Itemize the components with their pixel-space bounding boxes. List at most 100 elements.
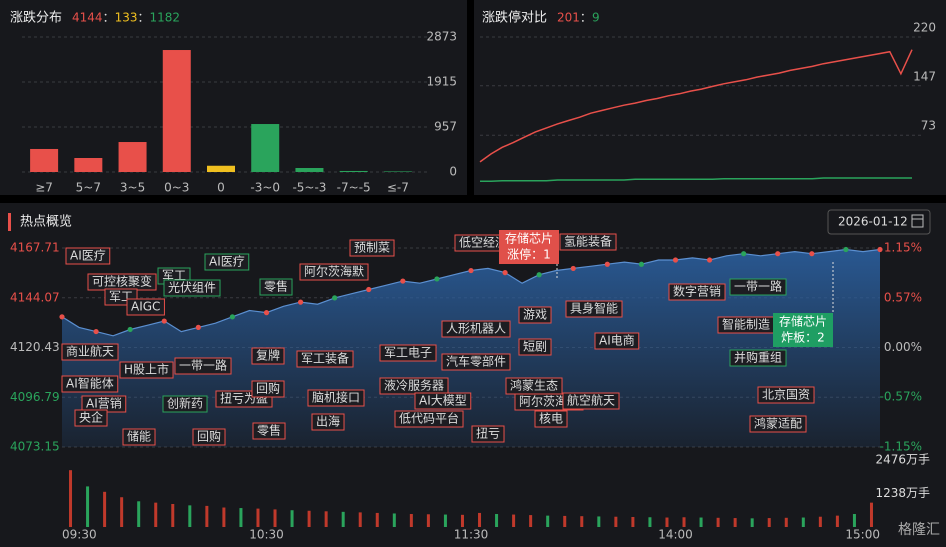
hot-tag[interactable]: 低代码平台: [394, 410, 464, 428]
hot-tag[interactable]: 液冷服务器: [379, 377, 449, 395]
hot-tag[interactable]: 航空航天: [562, 392, 620, 410]
x-tick-label: 14:00: [658, 528, 693, 542]
tag-box: [163, 279, 221, 297]
hot-tag[interactable]: 出海: [311, 413, 345, 431]
hot-tag[interactable]: 鸿蒙适配: [749, 415, 807, 433]
hot-tag[interactable]: AI电商: [594, 332, 640, 350]
hot-tag[interactable]: 低空经济: [454, 234, 512, 252]
point: [195, 324, 201, 330]
hot-tag[interactable]: 零售: [252, 422, 286, 440]
tag-label: 出海: [316, 414, 340, 429]
volume-bar: [188, 505, 192, 527]
volume-bar: [614, 516, 618, 527]
tag-box: [518, 338, 552, 356]
point: [263, 310, 270, 316]
hot-tag[interactable]: 一带一路: [729, 278, 787, 296]
volume-bar: [324, 511, 328, 527]
tag-box: [162, 395, 208, 413]
tag-box: [471, 425, 505, 443]
title-accent: [8, 213, 11, 231]
volume-bar: [665, 517, 669, 527]
tag-label: 汽车零部件: [446, 354, 506, 369]
hot-tag[interactable]: 可控核聚变: [87, 273, 157, 291]
x-tick-label: 5~7: [76, 181, 101, 195]
hot-tag[interactable]: 创新药: [162, 395, 208, 413]
count: 9: [592, 11, 600, 25]
panel-title: 热点概览: [20, 214, 72, 230]
volume-bar: [307, 510, 311, 527]
hot-tag[interactable]: AIGC: [126, 298, 165, 316]
panel-title: 涨跌分布: [10, 10, 62, 26]
hot-tag[interactable]: 并购重组: [729, 349, 787, 367]
volume-bar: [358, 512, 362, 527]
hot-tag[interactable]: 数字营销: [668, 283, 726, 301]
hot-tag[interactable]: 一带一路: [174, 357, 232, 375]
hot-tag[interactable]: 央企: [74, 409, 108, 427]
tag-box: [61, 375, 119, 393]
volume-bar: [290, 510, 294, 527]
callout-box: [499, 230, 559, 264]
tag-box: [307, 389, 365, 407]
hot-tag[interactable]: 商业航天: [61, 343, 119, 361]
hot-tag[interactable]: 人形机器人: [441, 320, 511, 338]
volume-bar: [580, 516, 584, 527]
hot-tag[interactable]: 军工电子: [379, 344, 437, 362]
tag-label: 回购: [197, 429, 221, 444]
hot-tag[interactable]: 具身智能: [565, 300, 623, 318]
tag-label: AI智能体: [66, 376, 114, 391]
tag-box: [379, 377, 449, 395]
bar: [339, 170, 368, 172]
volume-bar: [409, 514, 413, 527]
tag-label: 一带一路: [734, 279, 782, 294]
hot-tag[interactable]: 储能: [122, 428, 156, 446]
bar: [207, 165, 235, 172]
hot-tag[interactable]: 鸿蒙生态: [505, 377, 563, 395]
volume-bar: [137, 501, 141, 527]
hot-tag[interactable]: AI医疗: [204, 253, 250, 271]
hot-tag[interactable]: 预制菜: [349, 239, 395, 257]
hot-tag[interactable]: AI大模型: [414, 392, 472, 410]
x-tick-label: 15:00: [845, 528, 880, 542]
hot-tag[interactable]: 阿尔茨海默: [299, 263, 369, 281]
hot-tag[interactable]: 零售: [259, 278, 293, 296]
hot-tag[interactable]: 游戏: [518, 306, 552, 324]
count: 201: [557, 11, 580, 25]
date-picker[interactable]: [827, 209, 931, 235]
point: [468, 267, 474, 274]
volume-bar: [546, 515, 550, 527]
hot-tag[interactable]: 短剧: [518, 338, 552, 356]
hot-tag[interactable]: 氢能装备: [559, 233, 617, 251]
hot-tag[interactable]: 军工装备: [296, 350, 354, 368]
hot-tag[interactable]: 回购: [251, 380, 285, 398]
volume-bar: [750, 518, 754, 527]
hot-tag[interactable]: H股上市: [119, 361, 174, 379]
volume-bar: [648, 517, 652, 527]
hot-tag[interactable]: 脑机接口: [307, 389, 365, 407]
tag-label: AI大模型: [419, 394, 467, 408]
x-tick-label: 0~3: [164, 181, 189, 195]
count: 1182: [150, 11, 181, 25]
callout-box: [773, 313, 833, 347]
hot-tag[interactable]: AI医疗: [65, 247, 111, 265]
volume-bar: [699, 517, 703, 527]
tag-box: [74, 409, 108, 427]
tag-label: 液冷服务器: [384, 378, 444, 393]
tag-label: 回购: [256, 381, 280, 396]
hot-tag[interactable]: 智能制造: [717, 316, 775, 334]
panel: [474, 0, 946, 195]
hot-tag[interactable]: 扭亏: [471, 425, 505, 443]
hot-tag[interactable]: 复牌: [251, 347, 285, 365]
y2-tick-label: -0.57%: [880, 389, 922, 403]
tag-box: [251, 380, 285, 398]
y-tick-label: 2873: [426, 30, 457, 44]
tag-label: 北京国资: [762, 388, 810, 402]
hot-tag[interactable]: AI智能体: [61, 375, 119, 393]
point: [877, 246, 883, 253]
hot-tag[interactable]: 回购: [192, 428, 226, 446]
hot-tag[interactable]: 光伏组件: [163, 279, 221, 297]
volume-bar: [563, 515, 567, 527]
hot-tag[interactable]: 北京国资: [757, 386, 815, 404]
hot-tag[interactable]: 核电: [534, 410, 568, 428]
hot-tag[interactable]: 汽车零部件: [441, 353, 511, 371]
tag-label: 数字营销: [673, 284, 721, 299]
